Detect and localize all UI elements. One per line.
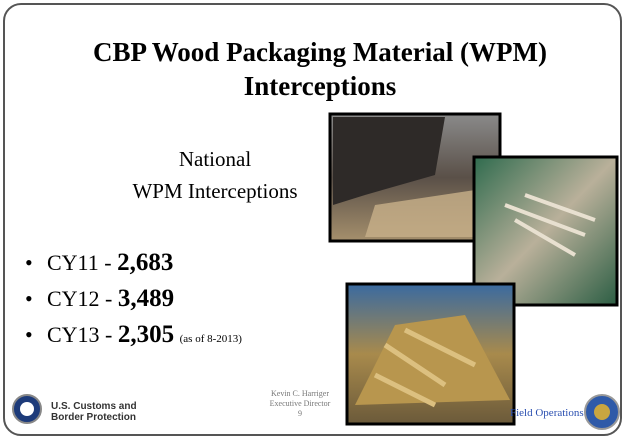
bullet-label: CY12 - xyxy=(47,286,113,311)
bullet: CY11 - 2,683 xyxy=(25,245,242,281)
bullet-label: CY13 - xyxy=(47,322,113,347)
slide: CBP Wood Packaging Material (WPM) Interc… xyxy=(3,3,622,436)
crate-photo xyxy=(472,155,619,307)
subheading: National WPM Interceptions xyxy=(65,143,365,207)
office-name: Field Operations xyxy=(510,407,584,419)
presenter-name: Kevin C. Harriger xyxy=(271,389,329,398)
presenter: Kevin C. Harriger Executive Director 9 xyxy=(245,389,355,419)
bullet: CY12 - 3,489 xyxy=(25,281,242,317)
field-ops-seal xyxy=(584,394,620,430)
wood-pile-photo xyxy=(345,282,516,426)
subheading-line: WPM Interceptions xyxy=(132,179,298,203)
bullet-label: CY11 - xyxy=(47,250,112,275)
agency-name: U.S. Customs and Border Protection xyxy=(51,401,137,423)
subheading-line: National xyxy=(178,147,252,171)
bullet: CY13 - 2,305 (as of 8-2013) xyxy=(25,317,242,357)
agency-line: Border Protection xyxy=(51,412,137,423)
slide-title: CBP Wood Packaging Material (WPM) Interc… xyxy=(93,37,547,101)
presenter-role: Executive Director xyxy=(269,399,331,408)
ship-photo xyxy=(328,112,502,243)
page-number: 9 xyxy=(298,409,302,418)
photos xyxy=(12,112,620,430)
bullet-value: 3,489 xyxy=(117,285,175,312)
bullet-note: (as of 8-2013) xyxy=(179,333,242,345)
agency-line: U.S. Customs and xyxy=(51,401,137,412)
bullet-value: 2,305 xyxy=(117,321,175,348)
bullet-list: CY11 - 2,683 CY12 - 3,489 CY13 - 2,305 (… xyxy=(25,245,242,357)
dhs-seal xyxy=(12,394,42,424)
bullet-value: 2,683 xyxy=(117,249,174,276)
